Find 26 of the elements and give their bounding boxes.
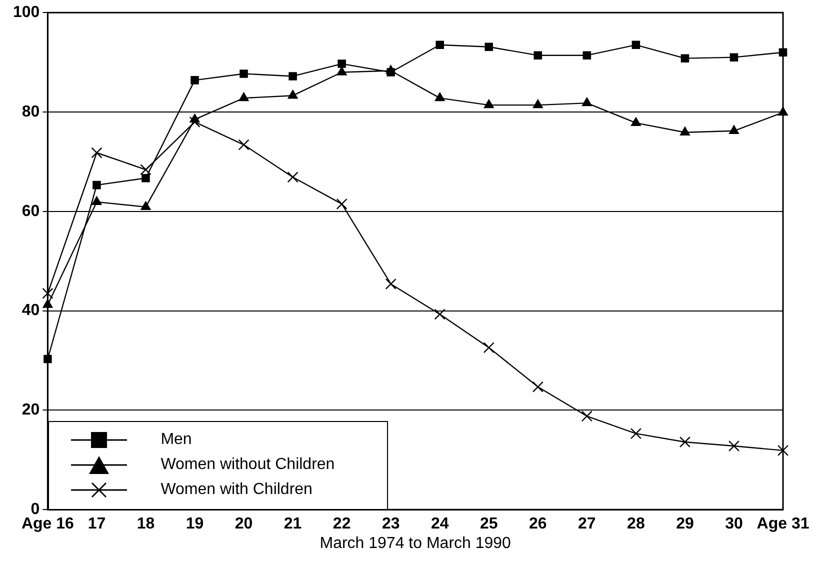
y-tick-label: 60 — [22, 202, 40, 220]
legend-label: Women with Children — [160, 481, 312, 500]
y-tick-label: 0 — [30, 501, 40, 518]
x-tick-label: 21 — [284, 516, 302, 533]
x-tick-label: 23 — [382, 516, 400, 533]
x-tick-label: 22 — [332, 516, 351, 533]
legend-label: Women without Children — [160, 456, 335, 474]
x-tick-label: 29 — [676, 516, 694, 533]
x-tick-label: Age 16 — [21, 516, 74, 533]
x-tick-label: Age 31 — [756, 516, 810, 533]
x-tick-label: 20 — [234, 516, 253, 533]
legend-label: Men — [160, 431, 192, 450]
x-tick-label: 27 — [578, 516, 596, 533]
y-tick-label: 80 — [22, 103, 40, 120]
x-tick-label: 24 — [430, 516, 449, 533]
x-tick-label: 19 — [186, 516, 204, 533]
x-tick-label: 28 — [627, 516, 645, 533]
x-axis-title: March 1974 to March 1990 — [320, 534, 512, 552]
x-tick-label: 17 — [88, 516, 106, 533]
x-tick-label: 25 — [480, 516, 498, 533]
x-tick-label: 30 — [725, 516, 743, 533]
x-tick-label: 18 — [136, 516, 155, 533]
x-tick-label: 26 — [529, 516, 547, 533]
y-tick-label: 100 — [12, 4, 40, 22]
y-tick-label: 20 — [22, 402, 40, 419]
y-tick-label: 40 — [22, 302, 40, 320]
